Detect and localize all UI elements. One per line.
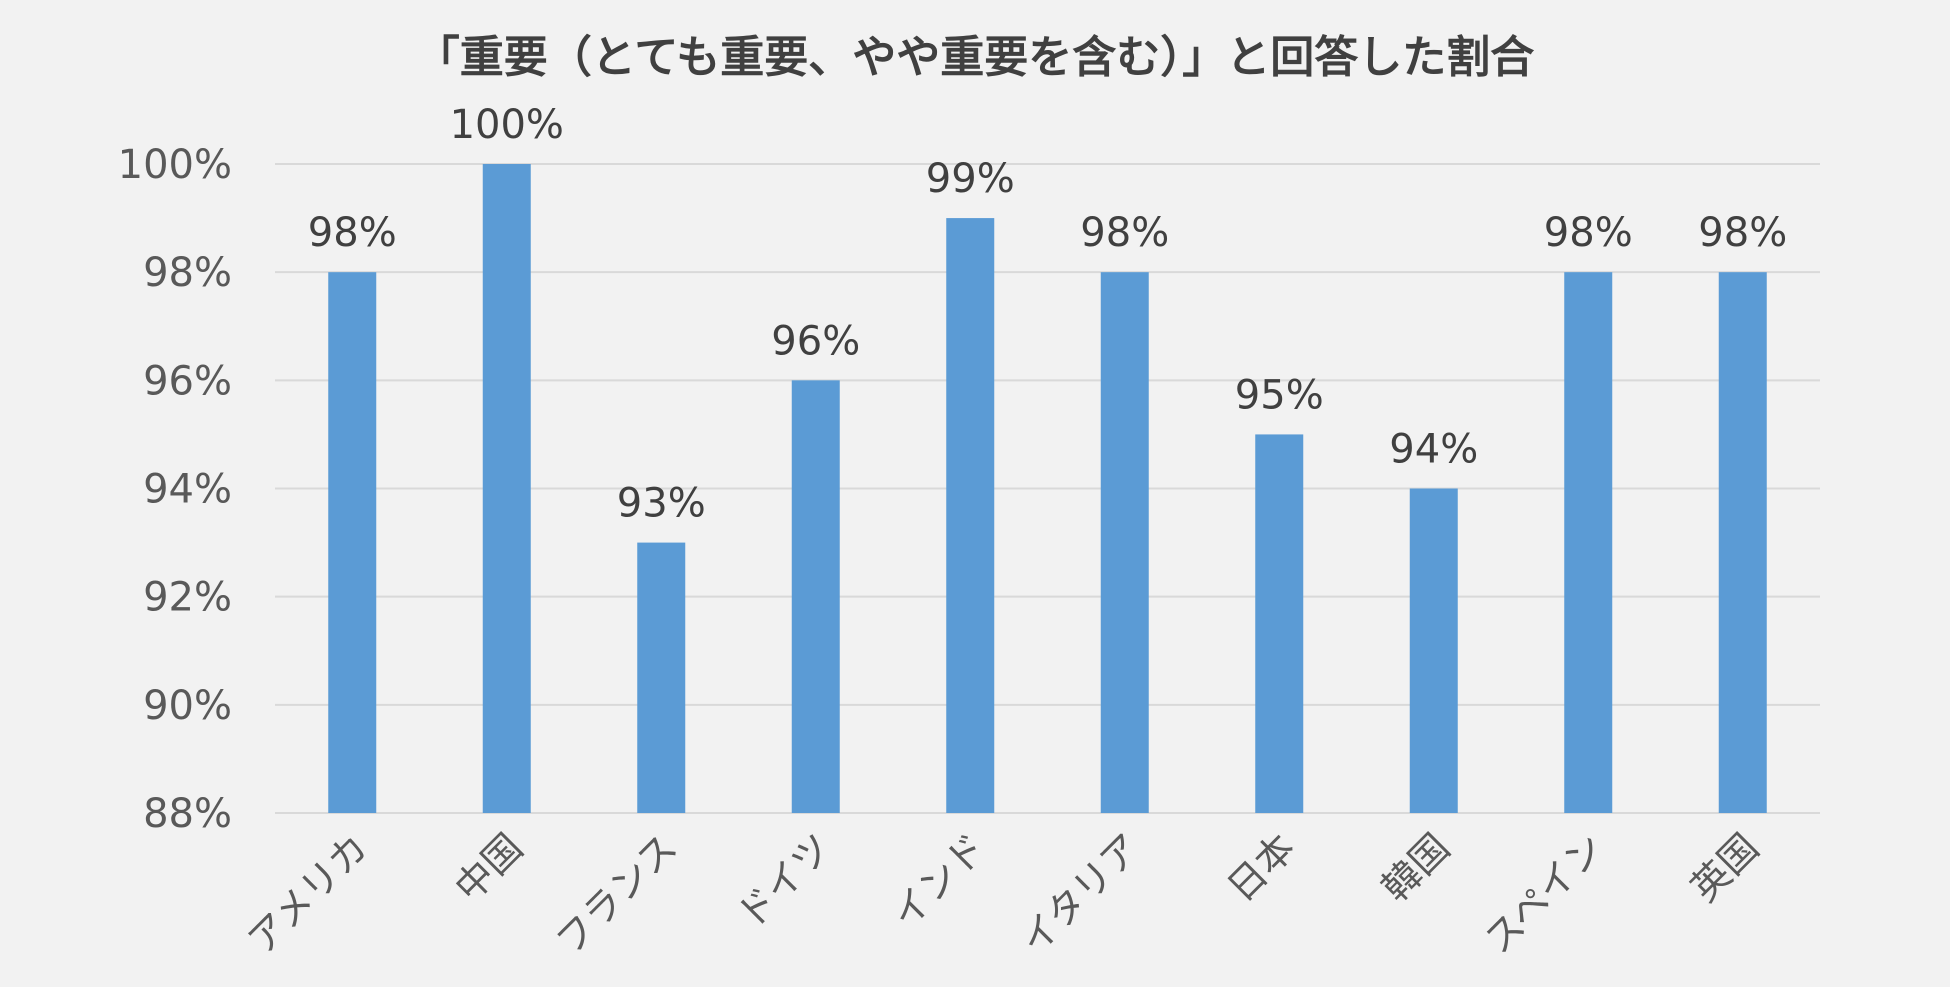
y-tick-label: 100% [118,142,232,188]
x-tick-label: アメリカ [239,825,376,962]
bar [482,164,531,813]
y-tick-label: 88% [143,791,232,837]
x-tick-label: 英国 [1682,825,1767,910]
x-tick-label: 中国 [446,825,531,910]
bar [1409,488,1458,813]
bar [637,542,686,813]
data-label: 93% [617,481,706,527]
x-tick-label: 韓国 [1373,825,1458,910]
chart-title: 「重要（とても重要、やや重要を含む）」と回答した割合 [416,32,1534,83]
bar [791,380,840,813]
data-label: 98% [308,210,397,256]
bars [328,164,1767,814]
bar [1718,272,1767,814]
y-tick-label: 90% [143,683,232,729]
data-label: 94% [1389,427,1478,473]
x-axis-tick-labels: アメリカ 中国 フランス ドイツ インド イタリア 日本 韓国 スペイン 英国 [239,825,1767,963]
y-axis-tick-labels: 88% 90% 92% 94% 96% 98% 100% [118,142,232,837]
y-tick-label: 92% [143,575,232,621]
data-label: 100% [450,102,564,148]
data-label: 99% [926,156,1015,202]
y-tick-label: 96% [143,358,232,404]
bar [1255,434,1304,813]
y-tick-label: 94% [143,467,232,513]
data-label: 98% [1698,210,1787,256]
data-label: 98% [1080,210,1169,256]
bar [328,272,377,814]
x-tick-label: フランス [548,825,686,963]
x-tick-label: スペイン [1476,825,1613,962]
bar [1564,272,1613,814]
x-tick-label: 日本 [1219,825,1304,910]
data-label: 98% [1544,210,1633,256]
x-tick-label: インド [883,825,995,937]
x-tick-label: ドイツ [728,825,840,937]
x-tick-label: イタリア [1012,825,1150,963]
y-tick-label: 98% [143,250,232,296]
data-label: 96% [771,318,860,364]
gridlines [275,163,1820,814]
data-labels: 98% 100% 93% 96% 99% 98% 95% 94% 98% 98% [308,102,1787,527]
data-label: 95% [1235,372,1324,418]
bar [1100,272,1149,814]
bar [946,218,995,814]
